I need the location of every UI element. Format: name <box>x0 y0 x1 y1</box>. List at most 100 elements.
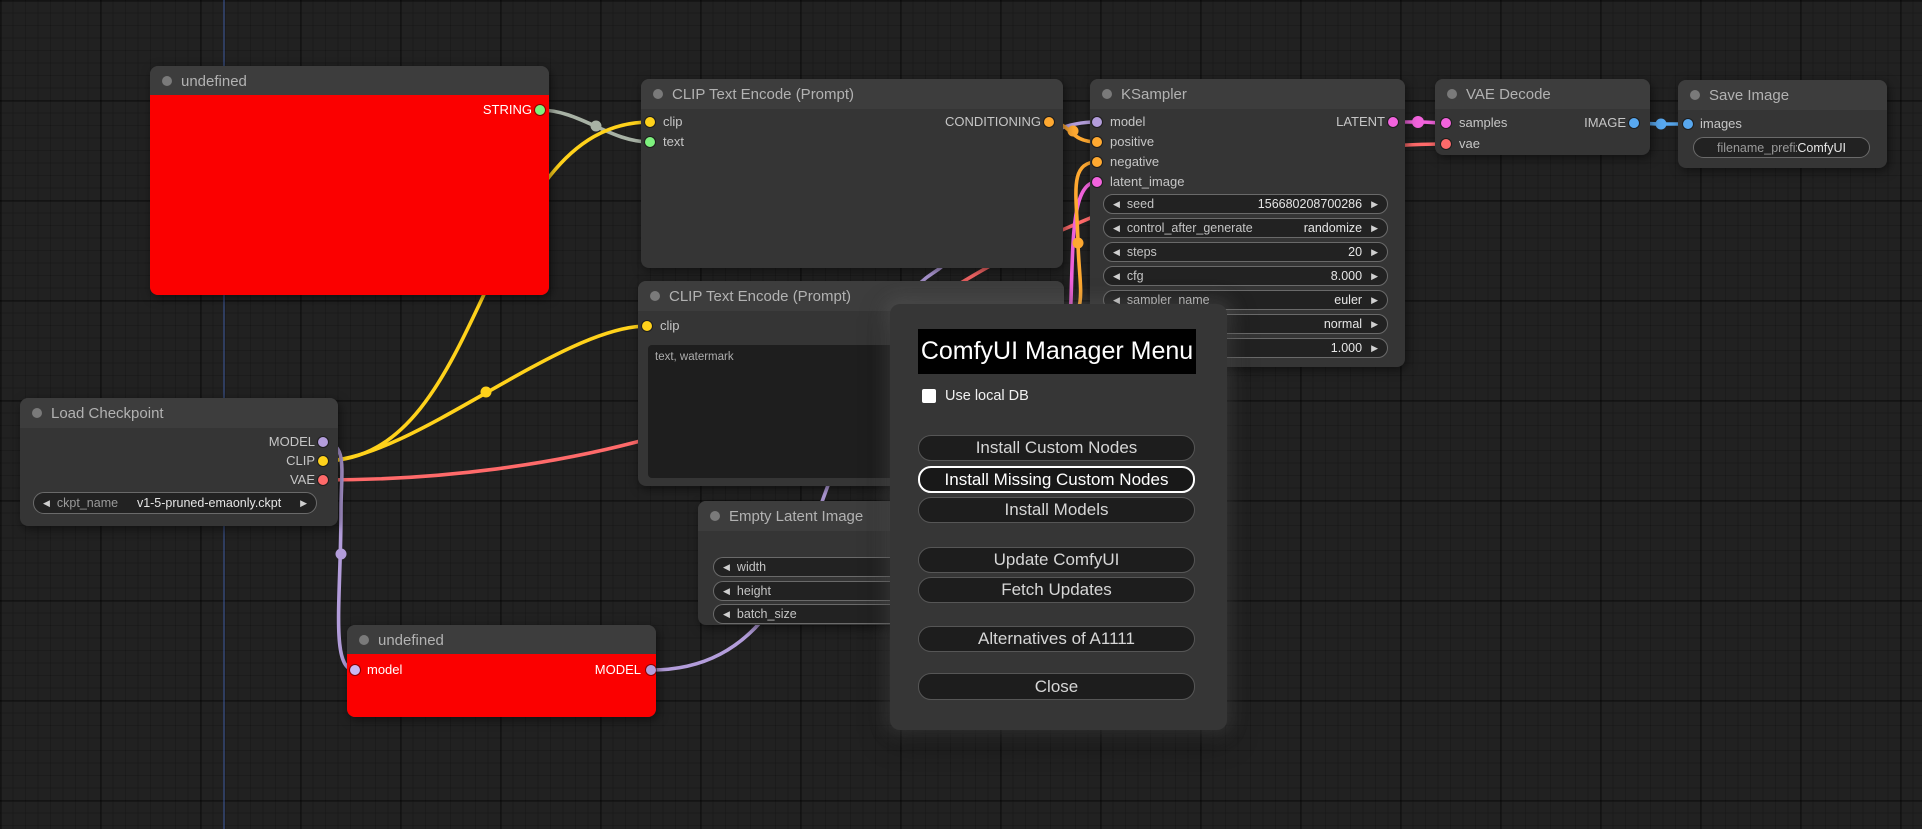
update-comfyui-button[interactable]: Update ComfyUI <box>918 547 1195 573</box>
decrement-icon[interactable]: ◀ <box>723 561 730 572</box>
use-local-db-checkbox[interactable] <box>922 389 936 403</box>
vae-output-socket[interactable] <box>318 475 328 485</box>
decrement-icon[interactable]: ◀ <box>1113 246 1120 257</box>
wire-string-to-text <box>539 108 651 144</box>
batch-size-widget[interactable]: ◀ batch_size <box>713 604 916 624</box>
latent-output-socket[interactable] <box>1388 117 1398 127</box>
node-header[interactable]: VAE Decode <box>1435 79 1650 109</box>
latent-image-input-socket[interactable] <box>1092 177 1102 187</box>
node-title: VAE Decode <box>1466 85 1551 103</box>
widget-label: ckpt_name <box>56 496 119 510</box>
node-header[interactable]: Load Checkpoint <box>20 398 338 428</box>
widget-value: ComfyUI <box>1797 140 1846 155</box>
control-after-generate-widget[interactable]: ◀ control_after_generate randomize ▶ <box>1103 218 1388 238</box>
install-missing-custom-nodes-button[interactable]: Install Missing Custom Nodes <box>918 466 1195 493</box>
width-widget[interactable]: ◀ width <box>713 557 916 577</box>
dialog-title: ComfyUI Manager Menu <box>918 329 1196 374</box>
increment-icon[interactable]: ▶ <box>1371 342 1378 353</box>
image-output-socket[interactable] <box>1629 118 1639 128</box>
install-custom-nodes-button[interactable]: Install Custom Nodes <box>918 435 1195 461</box>
increment-icon[interactable]: ▶ <box>1371 246 1378 257</box>
decrement-icon[interactable]: ◀ <box>723 585 730 596</box>
wire-dot-latent <box>1412 116 1424 128</box>
next-icon[interactable]: ▶ <box>300 497 307 508</box>
node-undefined-bottom[interactable]: undefined model MODEL <box>347 625 656 717</box>
increment-icon[interactable]: ▶ <box>1371 318 1378 329</box>
increment-icon[interactable]: ▶ <box>1371 198 1378 209</box>
node-status-icon <box>650 291 660 301</box>
negative-input-socket[interactable] <box>1092 157 1102 167</box>
input-clip-label: clip <box>660 318 680 333</box>
node-status-icon <box>653 89 663 99</box>
node-undefined-top[interactable]: undefined STRING <box>150 66 549 295</box>
fetch-updates-button[interactable]: Fetch Updates <box>918 577 1195 603</box>
model-output-socket[interactable] <box>646 665 656 675</box>
output-clip-label: CLIP <box>286 453 315 468</box>
increment-icon[interactable]: ▶ <box>1371 294 1378 305</box>
increment-icon[interactable]: ▶ <box>1371 222 1378 233</box>
decrement-icon[interactable]: ◀ <box>1113 198 1120 209</box>
close-button[interactable]: Close <box>918 673 1195 700</box>
clip-output-socket[interactable] <box>318 456 328 466</box>
input-positive-label: positive <box>1110 134 1155 149</box>
node-status-icon <box>162 76 172 86</box>
missing-node-body <box>347 654 656 717</box>
wire-dot-cond1 <box>1067 125 1079 137</box>
clip-input-socket[interactable] <box>645 117 655 127</box>
prev-icon[interactable]: ◀ <box>43 497 50 508</box>
increment-icon[interactable]: ▶ <box>1371 270 1378 281</box>
output-model-label: MODEL <box>268 434 315 449</box>
node-status-icon <box>1690 90 1700 100</box>
filename-prefix-widget[interactable]: filename_prefix ComfyUI <box>1693 137 1870 158</box>
decrement-icon[interactable]: ◀ <box>1113 270 1120 281</box>
widget-value: 156680208700286 <box>1257 197 1363 211</box>
node-header[interactable]: CLIP Text Encode (Prompt) <box>641 79 1063 109</box>
clip-input-socket[interactable] <box>642 321 652 331</box>
model-input-socket[interactable] <box>350 665 360 675</box>
node-header[interactable]: KSampler <box>1090 79 1405 109</box>
text-input-socket[interactable] <box>645 137 655 147</box>
widget-label: width <box>736 560 767 574</box>
node-title: undefined <box>181 72 247 90</box>
decrement-icon[interactable]: ◀ <box>723 608 730 619</box>
cfg-widget[interactable]: ◀ cfg 8.000 ▶ <box>1103 266 1388 286</box>
node-title: KSampler <box>1121 85 1187 103</box>
widget-value: 20 <box>1348 245 1363 259</box>
widget-label: seed <box>1126 197 1155 211</box>
ckpt-name-widget[interactable]: ◀ ckpt_name v1-5-pruned-emaonly.ckpt ▶ <box>33 492 317 514</box>
node-clip-text-encode-1[interactable]: CLIP Text Encode (Prompt) clip text COND… <box>641 79 1063 268</box>
positive-input-socket[interactable] <box>1092 137 1102 147</box>
node-save-image[interactable]: Save Image images filename_prefix ComfyU… <box>1678 80 1887 168</box>
widget-label: batch_size <box>736 607 797 621</box>
node-header[interactable]: undefined <box>150 66 549 96</box>
decrement-icon[interactable]: ◀ <box>1113 222 1120 233</box>
input-text-label: text <box>663 134 684 149</box>
node-load-checkpoint[interactable]: Load Checkpoint MODEL CLIP VAE ◀ ckpt_na… <box>20 398 338 526</box>
widget-label: filename_prefix <box>1717 140 1798 155</box>
node-status-icon <box>1447 89 1457 99</box>
string-output-socket[interactable] <box>535 105 545 115</box>
node-header[interactable]: Save Image <box>1678 80 1887 110</box>
model-output-socket[interactable] <box>318 437 328 447</box>
output-image-label: IMAGE <box>1584 115 1626 130</box>
height-widget[interactable]: ◀ height <box>713 581 916 601</box>
install-models-button[interactable]: Install Models <box>918 497 1195 523</box>
node-title: Load Checkpoint <box>51 404 164 422</box>
output-conditioning-label: CONDITIONING <box>944 114 1041 129</box>
samples-input-socket[interactable] <box>1441 118 1451 128</box>
widget-label: cfg <box>1126 269 1144 283</box>
input-vae-label: vae <box>1459 136 1480 151</box>
widget-value: 8.000 <box>1330 269 1363 283</box>
node-vae-decode[interactable]: VAE Decode samples vae IMAGE <box>1435 79 1650 155</box>
alternatives-of-a1111-button[interactable]: Alternatives of A1111 <box>918 626 1195 652</box>
model-input-socket[interactable] <box>1092 117 1102 127</box>
node-header[interactable]: undefined <box>347 625 656 655</box>
conditioning-output-socket[interactable] <box>1044 117 1054 127</box>
vae-input-socket[interactable] <box>1441 139 1451 149</box>
seed-widget[interactable]: ◀ seed 156680208700286 ▶ <box>1103 194 1388 214</box>
node-title: undefined <box>378 631 444 649</box>
widget-label: control_after_generate <box>1126 221 1253 235</box>
steps-widget[interactable]: ◀ steps 20 ▶ <box>1103 242 1388 262</box>
images-input-socket[interactable] <box>1683 119 1693 129</box>
